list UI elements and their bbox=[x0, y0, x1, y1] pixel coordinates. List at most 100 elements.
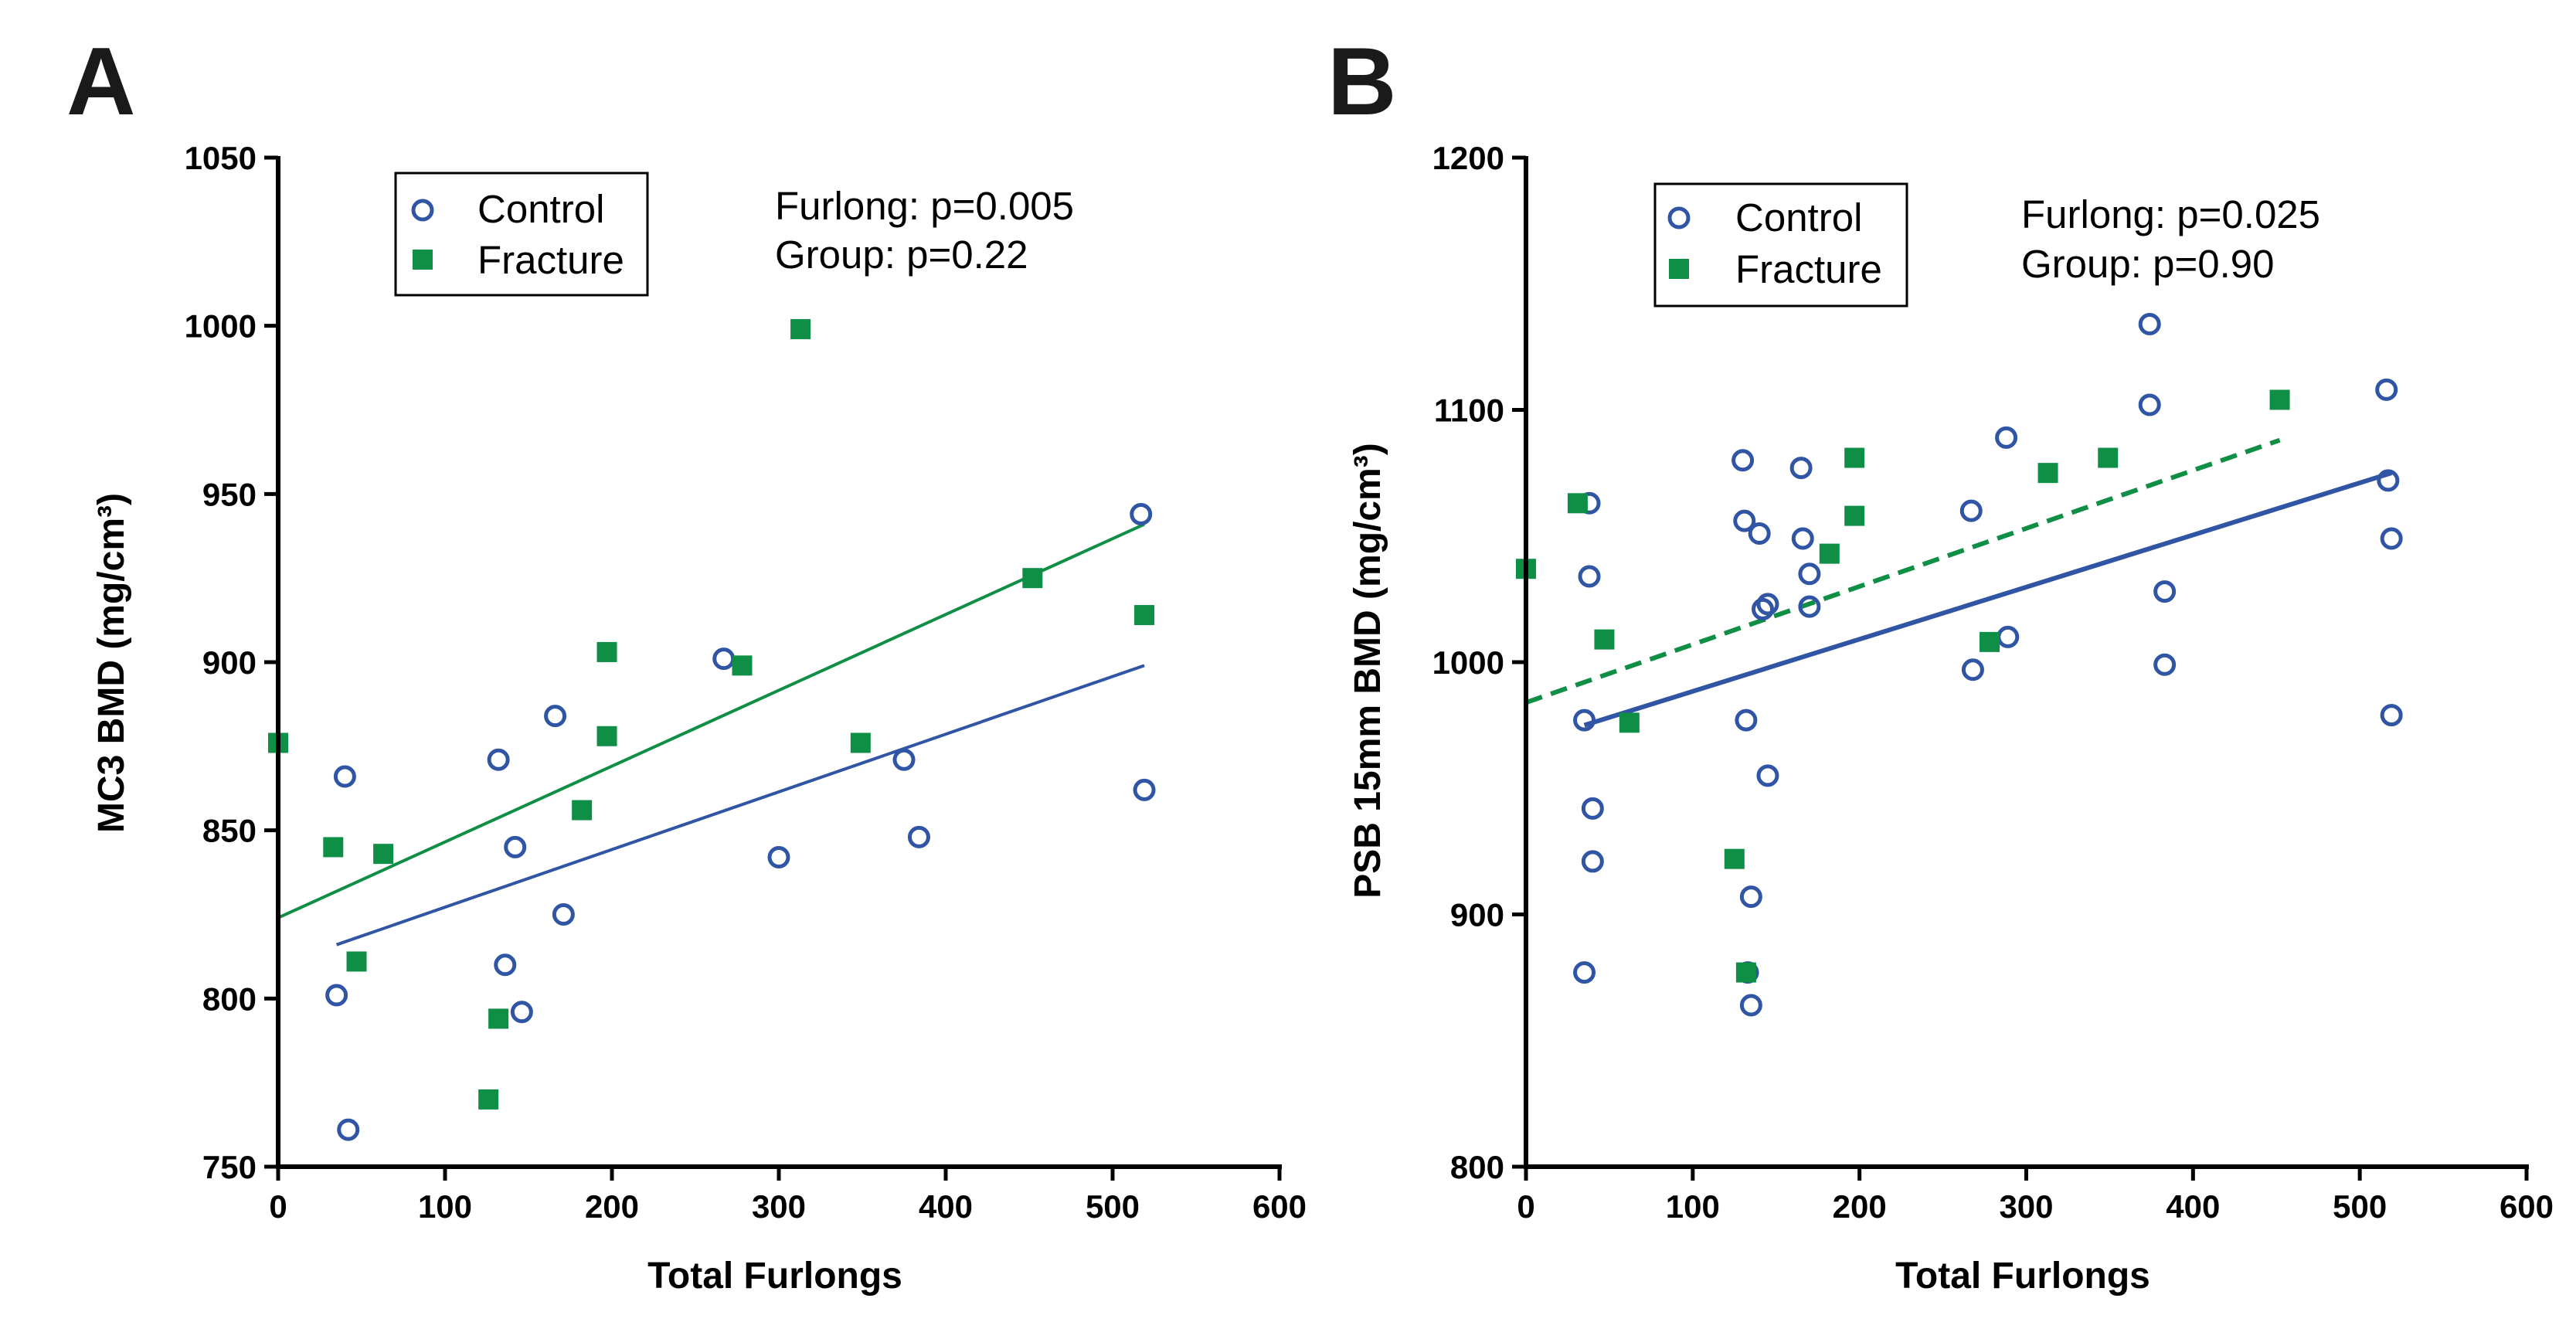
point-control bbox=[1735, 709, 1758, 732]
point-control bbox=[1798, 562, 1821, 586]
x-tick-label: 500 bbox=[2333, 1188, 2387, 1225]
point-fracture bbox=[732, 655, 753, 676]
point-control bbox=[487, 748, 510, 771]
point-control bbox=[1959, 499, 1983, 522]
annotation-furlong: Furlong: p=0.005 bbox=[775, 184, 1074, 228]
point-control bbox=[552, 903, 575, 926]
y-tick-label: 800 bbox=[202, 980, 257, 1017]
x-tick-label: 0 bbox=[269, 1188, 287, 1225]
point-control bbox=[1997, 625, 2020, 648]
x-tick-label: 300 bbox=[752, 1188, 806, 1225]
legend-fracture-label: Fracture bbox=[477, 238, 624, 282]
point-control bbox=[1756, 764, 1779, 787]
point-fracture bbox=[323, 837, 344, 858]
y-tick-label: 1000 bbox=[185, 308, 257, 345]
point-control bbox=[2375, 378, 2398, 401]
point-control bbox=[1581, 850, 1604, 873]
point-fracture bbox=[488, 1008, 509, 1029]
point-fracture bbox=[1980, 631, 2000, 652]
point-control bbox=[504, 835, 527, 858]
legend-fracture-marker bbox=[1669, 259, 1689, 279]
panel-a: A 0 100 200 300 400 500 600 750 800 850 900 950 1000… bbox=[66, 29, 1307, 1297]
point-fracture bbox=[478, 1089, 499, 1110]
point-fracture bbox=[373, 844, 394, 865]
legend-control-label: Control bbox=[1735, 195, 1862, 240]
point-control bbox=[1739, 994, 1762, 1017]
annotation-group: Group: p=0.90 bbox=[2021, 242, 2275, 286]
point-control bbox=[1578, 565, 1601, 588]
point-fracture bbox=[1819, 543, 1840, 564]
stats-annotation: Furlong: p=0.005 Group: p=0.22 bbox=[775, 184, 1074, 277]
point-fracture bbox=[596, 726, 617, 746]
point-control bbox=[2377, 469, 2400, 492]
legend-control-marker bbox=[1667, 206, 1691, 229]
point-control bbox=[1748, 522, 1771, 545]
panel-letter: B bbox=[1327, 29, 1397, 135]
point-fracture bbox=[1022, 568, 1043, 589]
fit-line-control bbox=[1583, 471, 2393, 728]
point-fracture bbox=[1844, 447, 1865, 468]
x-tick-label: 200 bbox=[1833, 1188, 1887, 1225]
point-fracture bbox=[790, 319, 811, 340]
point-control bbox=[325, 984, 348, 1007]
point-fracture bbox=[2269, 389, 2290, 410]
y-tick-label: 900 bbox=[1450, 897, 1504, 933]
legend-box bbox=[1653, 182, 1908, 308]
point-control bbox=[767, 845, 790, 868]
x-tick-label: 500 bbox=[1086, 1188, 1140, 1225]
legend-control-marker bbox=[411, 199, 434, 222]
point-control bbox=[1995, 426, 2018, 449]
y-tick-label: 950 bbox=[202, 476, 257, 512]
y-tick-label: 1000 bbox=[1432, 644, 1504, 681]
fit-line-fracture bbox=[1525, 437, 2281, 705]
y-tick-label: 1200 bbox=[1432, 140, 1504, 176]
point-control bbox=[2153, 653, 2177, 676]
y-tick-label: 900 bbox=[202, 644, 257, 681]
y-tick-label: 800 bbox=[1450, 1149, 1504, 1185]
point-control bbox=[1751, 597, 1774, 620]
y-tick-label: 1050 bbox=[185, 140, 257, 176]
point-control bbox=[712, 647, 736, 671]
point-control bbox=[333, 765, 356, 788]
fit-line-fracture bbox=[277, 522, 1145, 919]
legend-fracture-marker bbox=[413, 250, 433, 270]
x-tick-label: 600 bbox=[2500, 1188, 2554, 1225]
point-fracture bbox=[1594, 629, 1615, 650]
point-control bbox=[1731, 449, 1755, 472]
point-control bbox=[337, 1118, 360, 1141]
point-control bbox=[1133, 778, 1156, 801]
annotation-group: Group: p=0.22 bbox=[775, 233, 1028, 277]
point-control bbox=[1739, 885, 1762, 909]
legend-fracture-label: Fracture bbox=[1735, 247, 1882, 291]
x-tick-label: 400 bbox=[919, 1188, 973, 1225]
y-tick-label: 850 bbox=[202, 813, 257, 849]
x-tick-label: 100 bbox=[418, 1188, 472, 1225]
x-axis-title: Total Furlongs bbox=[647, 1256, 902, 1297]
point-control bbox=[1130, 502, 1153, 525]
point-control bbox=[1789, 457, 1813, 480]
annotation-furlong: Furlong: p=0.025 bbox=[2021, 192, 2320, 236]
x-axis-title: Total Furlongs bbox=[1895, 1256, 2150, 1297]
x-tick-label: 100 bbox=[1666, 1188, 1720, 1225]
point-fracture bbox=[2098, 447, 2119, 468]
y-tick-label: 1100 bbox=[1434, 393, 1504, 429]
point-fracture bbox=[1619, 712, 1640, 733]
x-tick-label: 0 bbox=[1517, 1188, 1534, 1225]
point-control bbox=[1573, 961, 1596, 984]
point-control bbox=[1733, 509, 1756, 532]
x-tick-label: 600 bbox=[1252, 1188, 1307, 1225]
legend: Control Fracture bbox=[394, 172, 649, 297]
point-control bbox=[2138, 393, 2161, 416]
point-fracture bbox=[1724, 848, 1745, 869]
point-control bbox=[1573, 709, 1596, 732]
point-control bbox=[2153, 580, 2177, 603]
point-control bbox=[1581, 797, 1604, 820]
point-fracture bbox=[1844, 505, 1865, 526]
point-control bbox=[2380, 704, 2403, 727]
stats-annotation: Furlong: p=0.025 Group: p=0.90 bbox=[2021, 192, 2320, 286]
point-control bbox=[1798, 595, 1821, 618]
fit-line-control bbox=[335, 664, 1145, 946]
point-fracture bbox=[596, 641, 617, 662]
plot-area: 0 100 200 300 400 500 600 750 800 850 900 950 1000 10… bbox=[185, 140, 1307, 1225]
